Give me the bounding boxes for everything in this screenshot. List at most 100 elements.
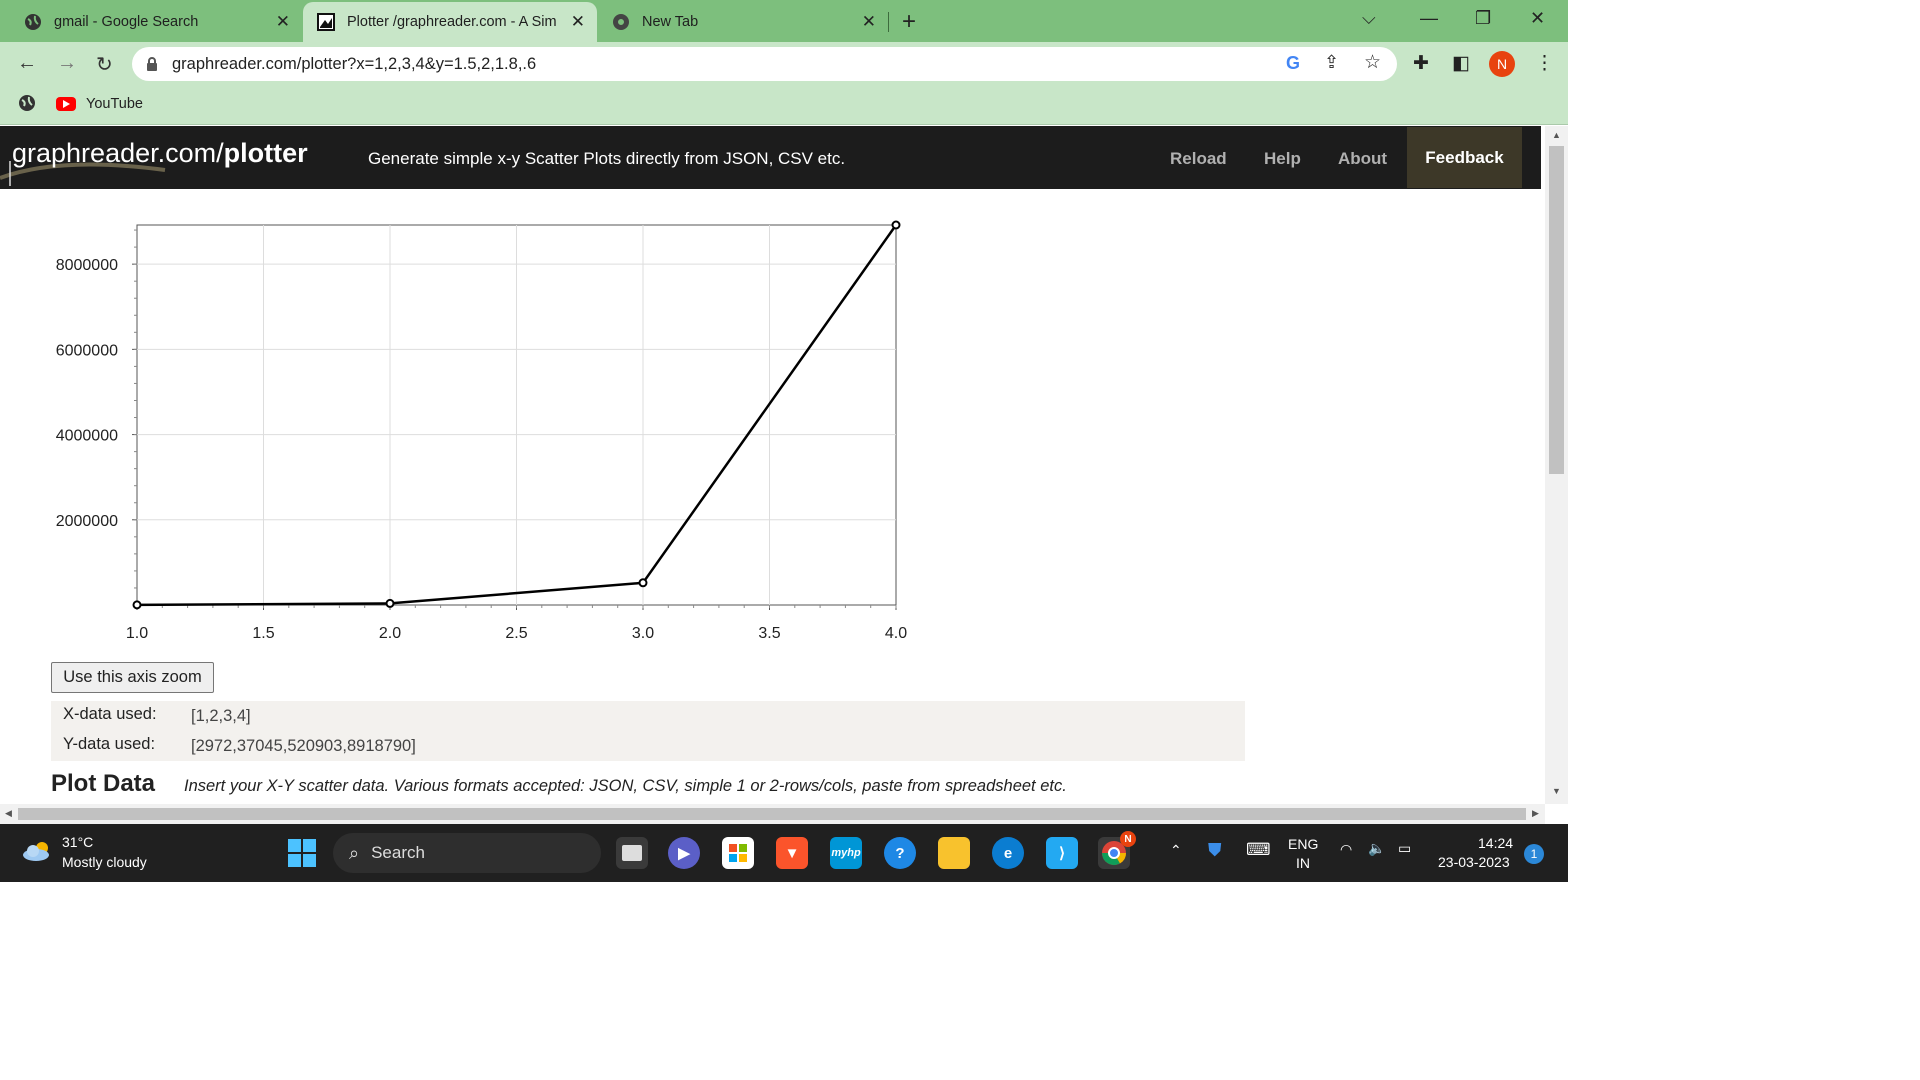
tab-plotter[interactable]: Plotter /graphreader.com - A Sim ✕ [303, 2, 597, 42]
vertical-scrollbar[interactable]: ▲ ▼ [1545, 126, 1568, 804]
scroll-down-icon[interactable]: ▼ [1552, 786, 1561, 796]
close-tab-icon[interactable]: ✕ [275, 12, 290, 31]
youtube-icon [56, 97, 76, 111]
forward-button[interactable]: → [57, 52, 77, 74]
new-tab-button[interactable]: + [902, 8, 917, 35]
tray-overflow-icon[interactable]: ⌃ [1170, 842, 1182, 858]
x-tick-label: 3.0 [632, 625, 654, 642]
tab-new-tab[interactable]: New Tab ✕ [598, 2, 888, 42]
file-explorer-icon[interactable] [938, 837, 970, 869]
volume-icon[interactable]: 🔈 [1368, 840, 1386, 856]
weather-cloud-icon[interactable] [22, 840, 54, 862]
data-point [132, 600, 142, 610]
task-view-icon[interactable] [616, 837, 648, 869]
use-axis-zoom-button[interactable]: Use this axis zoom [51, 662, 214, 693]
x-data-used-value: [1,2,3,4] [191, 707, 251, 725]
search-icon: ⌕ [349, 842, 360, 863]
x-tick-label: 1.0 [126, 625, 148, 642]
close-window-button[interactable]: ✕ [1530, 8, 1546, 28]
url-text: graphreader.com/plotter?x=1,2,3,4&y=1.5,… [172, 54, 537, 73]
windows-logo-icon [288, 839, 316, 867]
extensions-icon[interactable]: ✚ [1413, 53, 1429, 74]
horizontal-scroll-thumb[interactable] [18, 808, 1526, 820]
start-button[interactable] [286, 837, 318, 869]
y-tick-label: 4000000 [56, 428, 118, 445]
scroll-up-icon[interactable]: ▲ [1552, 130, 1561, 140]
nav-feedback[interactable]: Feedback [1407, 127, 1522, 188]
chrome-profile-badge: N [1120, 831, 1136, 847]
tab-bar: gmail - Google Search ✕ Plotter /graphre… [0, 0, 1568, 42]
x-tick-label: 2.5 [505, 625, 527, 642]
horizontal-scrollbar[interactable]: ◀ ▶ [0, 804, 1545, 824]
bookmarks-bar: YouTube [0, 85, 1568, 125]
security-icon[interactable]: ⛊ [1208, 840, 1222, 860]
address-bar[interactable]: graphreader.com/plotter?x=1,2,3,4&y=1.5,… [132, 47, 1397, 81]
plot-data-heading: Plot Data [51, 770, 156, 797]
vertical-scroll-thumb[interactable] [1549, 146, 1564, 474]
wifi-icon[interactable]: ◠ [1340, 841, 1353, 857]
logo-slash: / [216, 138, 224, 168]
nav-reload[interactable]: Reload [1170, 149, 1227, 168]
site-logo[interactable]: graphreader.com/plotter [12, 138, 308, 169]
close-tab-icon[interactable]: ✕ [570, 12, 585, 31]
tab-title: Plotter /graphreader.com - A Sim [347, 14, 557, 30]
globe-icon[interactable] [18, 94, 36, 117]
scroll-left-icon[interactable]: ◀ [5, 808, 12, 818]
restore-button[interactable]: ❐ [1475, 8, 1492, 28]
logo-domain: graphreader.com [12, 138, 217, 168]
close-tab-icon[interactable]: ✕ [861, 12, 876, 31]
store-icon[interactable] [722, 837, 754, 869]
chrome-icon[interactable]: N [1098, 831, 1136, 869]
tab-gmail-search[interactable]: gmail - Google Search ✕ [0, 2, 302, 42]
x-tick-label: 3.5 [758, 625, 780, 642]
reload-button[interactable]: ↻ [96, 54, 113, 76]
brave-icon[interactable]: ▼ [776, 837, 808, 869]
vscode-icon[interactable]: ⟩ [1046, 837, 1078, 869]
tab-separator [888, 12, 889, 32]
share-icon[interactable]: ⇪ [1324, 52, 1340, 72]
clock-date[interactable]: 23-03-2023 [1438, 854, 1510, 870]
minimize-button[interactable]: — [1420, 8, 1438, 28]
myhp-icon[interactable]: myhp [830, 837, 862, 869]
data-used-panel: X-data used: [1,2,3,4] Y-data used: [297… [51, 701, 1245, 761]
data-point [638, 578, 648, 588]
nav-help[interactable]: Help [1264, 149, 1301, 168]
edge-icon[interactable]: e [992, 837, 1024, 869]
tab-title: gmail - Google Search [54, 14, 199, 30]
taskbar-search[interactable]: ⌕ Search [333, 833, 601, 873]
tab-search-icon[interactable]: ⌵ [1362, 8, 1376, 28]
back-button[interactable]: ← [17, 52, 37, 74]
ime-icon[interactable]: ⌨ [1246, 840, 1271, 859]
y-tick-label: 2000000 [56, 513, 118, 530]
clock-time[interactable]: 14:24 [1478, 835, 1514, 851]
taskbar-search-label: Search [371, 843, 425, 862]
bookmark-star-icon[interactable]: ☆ [1364, 52, 1382, 73]
plot-area[interactable]: 1.0 1.5 2.0 2.5 3.0 3.5 4.0 2000000 4000000 60000… [0, 190, 960, 650]
site-header: graphreader.com/plotter Generate simple … [0, 126, 1541, 189]
menu-kebab-icon[interactable]: ⋮ [1535, 53, 1554, 74]
weather-temperature[interactable]: 31°C [62, 834, 94, 850]
nav-about[interactable]: About [1338, 149, 1388, 168]
battery-icon[interactable]: ▭ [1398, 840, 1412, 856]
google-lens-icon[interactable]: G [1286, 53, 1301, 73]
plot-data-description: Insert your X-Y scatter data. Various fo… [184, 777, 1067, 795]
windows-taskbar: 31°C Mostly cloudy ⌕ Search ▶ ▼ myhp ? e… [0, 824, 1568, 882]
logo-swoosh-icon [0, 161, 166, 186]
notification-badge[interactable]: 1 [1524, 844, 1544, 864]
profile-avatar[interactable]: N [1489, 51, 1515, 77]
chat-icon[interactable]: ▶ [668, 837, 700, 869]
x-tick-label: 1.5 [252, 625, 274, 642]
lock-icon [147, 57, 157, 71]
bookmark-label: YouTube [86, 96, 143, 112]
language-code[interactable]: ENG [1288, 836, 1319, 852]
scatter-chart[interactable]: 1.0 1.5 2.0 2.5 3.0 3.5 4.0 2000000 4000000 60000… [0, 190, 960, 650]
bookmark-youtube[interactable]: YouTube [56, 96, 143, 112]
scroll-right-icon[interactable]: ▶ [1532, 808, 1539, 818]
language-region[interactable]: IN [1296, 855, 1310, 871]
help-icon[interactable]: ? [884, 837, 916, 869]
globe-icon [24, 13, 42, 31]
weather-description[interactable]: Mostly cloudy [62, 854, 147, 870]
side-panel-icon[interactable]: ◧ [1452, 53, 1470, 74]
y-tick-label: 8000000 [56, 257, 118, 274]
data-point [385, 598, 395, 608]
